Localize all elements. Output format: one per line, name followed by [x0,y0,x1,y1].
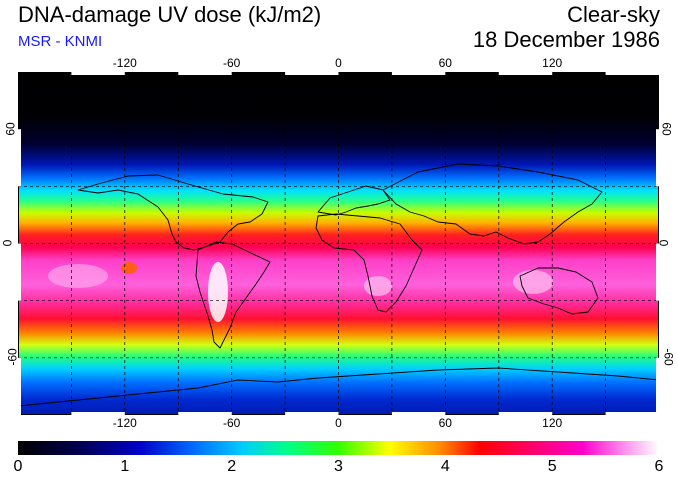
colorbar-tick: 0 [13,458,23,475]
colorbar [18,441,659,455]
colorbar-tick: 1 [120,458,130,475]
bottom-lon-tick: 60 [438,416,452,430]
colorbar-tick: 2 [227,458,237,475]
map-frame [18,72,659,415]
coast-south-america [195,241,271,349]
colorbar-tick: 4 [440,458,450,475]
top-lon-tick: 60 [438,56,452,70]
graticule [18,72,659,415]
right-lat-tick: 60 [659,122,674,136]
coast-europe [317,185,391,216]
uv-hotspot [48,264,108,288]
bottom-lon-tick: -60 [223,416,241,430]
right-lat-tick: -60 [661,348,676,366]
bottom-lon-tick: 120 [542,416,563,430]
map-title: DNA-damage UV dose (kJ/m2) [18,2,322,27]
coast-asia [382,163,603,245]
coast-africa [315,213,423,313]
left-lat-tick: 60 [3,122,18,136]
colorbar-tick: 5 [547,458,557,475]
source-label: MSR - KNMI [18,33,103,50]
colorbar-tick: 6 [654,458,664,475]
bottom-lon-tick: 0 [335,416,342,430]
left-lat-tick: 0 [0,239,15,247]
top-lon-tick: 120 [542,56,563,70]
bottom-lon-tick: -120 [112,416,137,430]
coast-north-america [77,174,269,251]
top-lon-tick: 0 [335,56,342,70]
top-lon-tick: -60 [223,56,241,70]
colorbar-tick: 3 [334,458,343,475]
date-label: 18 December 1986 [472,27,660,52]
top-lon-tick: -120 [112,56,137,70]
coastlines [18,163,659,407]
sky-condition-label: Clear-sky [567,2,660,27]
uv-dose-map [18,72,659,415]
coast-australia [519,267,599,315]
uv-hotspot [513,270,553,294]
uv-hotspot [208,262,228,322]
coast-antarctica [18,367,659,407]
uv-hotspot [121,262,137,274]
colorbar-gradient [18,441,659,455]
